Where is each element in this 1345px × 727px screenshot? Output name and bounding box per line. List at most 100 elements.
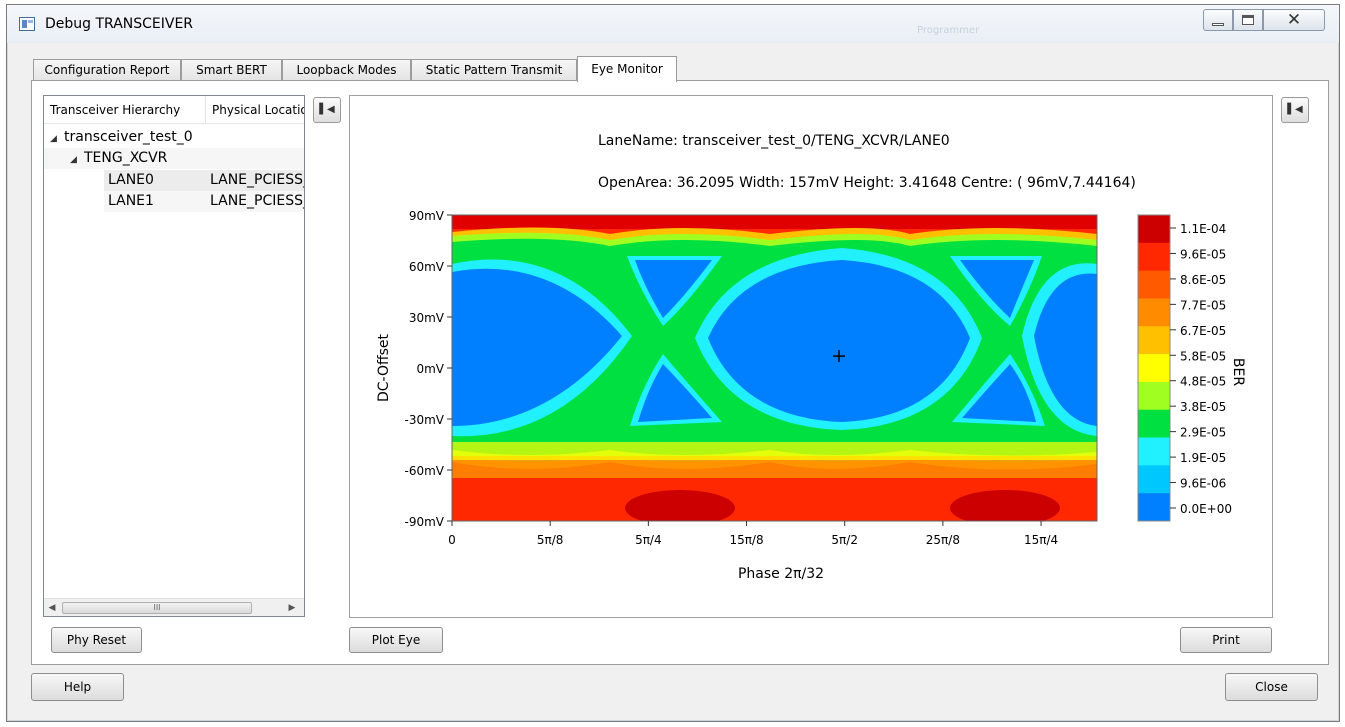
inner-triangle-bottom-left: [638, 364, 712, 422]
colorbar-segment: [1138, 354, 1170, 383]
close-icon: ✕: [1286, 10, 1302, 30]
lane-location: LANE_PCIESS_: [210, 193, 305, 209]
tab-configuration-report[interactable]: Configuration Report: [33, 59, 181, 81]
y-tick-label: -90mV: [405, 515, 445, 529]
tree-item-group[interactable]: ◢ TENG_XCVR: [44, 148, 304, 169]
expand-icon[interactable]: ◢: [50, 134, 57, 144]
heatmap-hotspot: [950, 490, 1060, 521]
colorbar-segment: [1138, 409, 1170, 439]
colorbar-segment: [1138, 298, 1170, 327]
tab-loopback-modes[interactable]: Loopback Modes: [282, 59, 411, 81]
inner-triangle-bottom-right: [962, 364, 1036, 422]
minimize-button[interactable]: [1203, 9, 1233, 31]
maximize-button[interactable]: [1233, 9, 1263, 31]
tab-eye-monitor[interactable]: Eye Monitor: [577, 56, 677, 82]
plot-eye-button[interactable]: Plot Eye: [349, 627, 443, 653]
print-button[interactable]: Print: [1180, 627, 1272, 653]
minimize-icon: [1212, 23, 1224, 26]
scroll-thumb[interactable]: III: [62, 602, 252, 614]
y-tick-label: 30mV: [409, 311, 445, 325]
tree-item-label: TENG_XCVR: [84, 150, 168, 166]
tree-horizontal-scrollbar[interactable]: ◀ III ▶: [44, 598, 304, 616]
inner-triangle-top-left: [635, 260, 712, 318]
heatmap-hotspot: [625, 490, 735, 521]
colorbar-segment: [1138, 437, 1170, 466]
ber-colorbar: 1.1E-04 9.6E-05 8.6E-05 7.7E-05 6.7E-05 5.8E-…: [1137, 214, 1232, 522]
y-tick-label: -30mV: [405, 413, 445, 427]
help-button[interactable]: Help: [31, 673, 124, 701]
close-window-button[interactable]: ✕: [1263, 9, 1325, 31]
lane-name-label: LaneName: transceiver_test_0/TENG_XCVR/L…: [598, 133, 950, 149]
eye-opening-right: [1034, 273, 1097, 426]
lane-name: LANE1: [108, 193, 154, 209]
x-tick-label: 5π/2: [831, 533, 858, 547]
x-tick-label: 5π/8: [537, 533, 564, 547]
colorbar-tick-label: 1.9E-05: [1180, 451, 1226, 465]
column-header-hierarchy[interactable]: Transceiver Hierarchy: [44, 96, 206, 124]
x-axis-label: Phase 2π/32: [738, 566, 824, 582]
colorbar-tick-label: 1.1E-04: [1180, 222, 1226, 236]
y-tick-label: 0mV: [416, 362, 444, 376]
colorbar-segment: [1138, 326, 1170, 355]
colorbar-segment: [1138, 493, 1170, 522]
expand-icon[interactable]: ◢: [70, 155, 77, 165]
x-tick-label: 0: [448, 533, 456, 547]
collapse-plot-button[interactable]: ▌◀: [1281, 97, 1309, 123]
inner-triangle-top-right: [960, 260, 1034, 318]
eye-heatmap: [452, 215, 1097, 521]
y-axis: 90mV 60mV 30mV 0mV -30mV -60mV -90mV: [405, 209, 452, 529]
heatmap-lower-yellow: [452, 442, 1097, 460]
title-bar[interactable]: Debug TRANSCEIVER Programmer ✕: [7, 5, 1339, 43]
colorbar-tick-label: 8.6E-05: [1180, 273, 1226, 287]
tab-smart-bert[interactable]: Smart BERT: [181, 59, 282, 81]
eye-plot-frame: LaneName: transceiver_test_0/TENG_XCVR/L…: [349, 95, 1273, 618]
lane-location: LANE_PCIESS_: [210, 172, 305, 188]
maximize-icon: [1242, 15, 1254, 25]
y-tick-label: 90mV: [409, 209, 445, 223]
colorbar-tick-label: 2.9E-05: [1180, 426, 1226, 440]
colorbar-border: [1137, 214, 1171, 522]
tab-static-pattern-transmit[interactable]: Static Pattern Transmit: [411, 59, 577, 81]
colorbar-tick-label: 3.8E-05: [1180, 400, 1226, 414]
tree-item-label: transceiver_test_0: [64, 129, 193, 145]
colorbar-segment: [1138, 242, 1170, 272]
transceiver-tree[interactable]: Transceiver Hierarchy Physical Locatio ◢…: [43, 95, 305, 617]
window-title-faint: Programmer: [917, 25, 980, 36]
eye-diagram-chart: 90mV 60mV 30mV 0mV -30mV -60mV -90mV 0 5π/8 5π/4…: [376, 209, 1246, 582]
tree-item-lane0[interactable]: LANE0 LANE_PCIESS_: [104, 170, 305, 191]
eye-stats-label: OpenArea: 36.2095 Width: 157mV Height: 3…: [598, 175, 1136, 191]
heatmap-lower-band: [452, 456, 1097, 478]
eye-opening-left: [452, 268, 622, 426]
colorbar-segment: [1138, 270, 1170, 299]
colorbar-tick-label: 6.7E-05: [1180, 324, 1226, 338]
tree-item-root[interactable]: ◢ transceiver_test_0: [50, 127, 193, 148]
eye-opening-main: [708, 260, 970, 422]
colorbar-segment: [1138, 465, 1170, 494]
debug-transceiver-window: Debug TRANSCEIVER Programmer ✕ Configura…: [6, 4, 1340, 722]
colorbar-tick-label: 7.7E-05: [1180, 298, 1226, 312]
x-tick-label: 15π/8: [729, 533, 763, 547]
tree-item-lane1[interactable]: LANE1 LANE_PCIESS_: [104, 191, 305, 212]
x-axis: 0 5π/8 5π/4 15π/8 5π/2 25π/8 15π/4: [448, 521, 1058, 547]
colorbar-segment: [1138, 381, 1170, 411]
colorbar-segment: [1138, 215, 1170, 244]
colorbar-tick-label: 9.6E-05: [1180, 247, 1226, 261]
scroll-right-icon[interactable]: ▶: [288, 603, 296, 613]
window-title: Debug TRANSCEIVER: [45, 16, 194, 32]
colorbar-tick-label: 5.8E-05: [1180, 349, 1226, 363]
colorbar-label: BER: [1230, 358, 1246, 386]
column-header-location[interactable]: Physical Locatio: [212, 103, 305, 117]
phy-reset-button[interactable]: Phy Reset: [51, 627, 142, 653]
colorbar-tick-label: 0.0E+00: [1180, 502, 1232, 516]
y-tick-label: -60mV: [405, 464, 445, 478]
colorbar-tick-label: 9.6E-06: [1180, 477, 1226, 491]
heatmap-top-band: [452, 215, 1097, 229]
y-tick-label: 60mV: [409, 260, 445, 274]
collapse-tree-button[interactable]: ▌◀: [313, 97, 341, 123]
x-tick-label: 25π/8: [926, 533, 960, 547]
scroll-left-icon[interactable]: ◀: [48, 603, 56, 613]
tree-header: Transceiver Hierarchy Physical Locatio: [44, 96, 304, 124]
lane-name: LANE0: [108, 172, 154, 188]
close-button[interactable]: Close: [1225, 673, 1318, 701]
colorbar-tick-label: 4.8E-05: [1180, 375, 1226, 389]
